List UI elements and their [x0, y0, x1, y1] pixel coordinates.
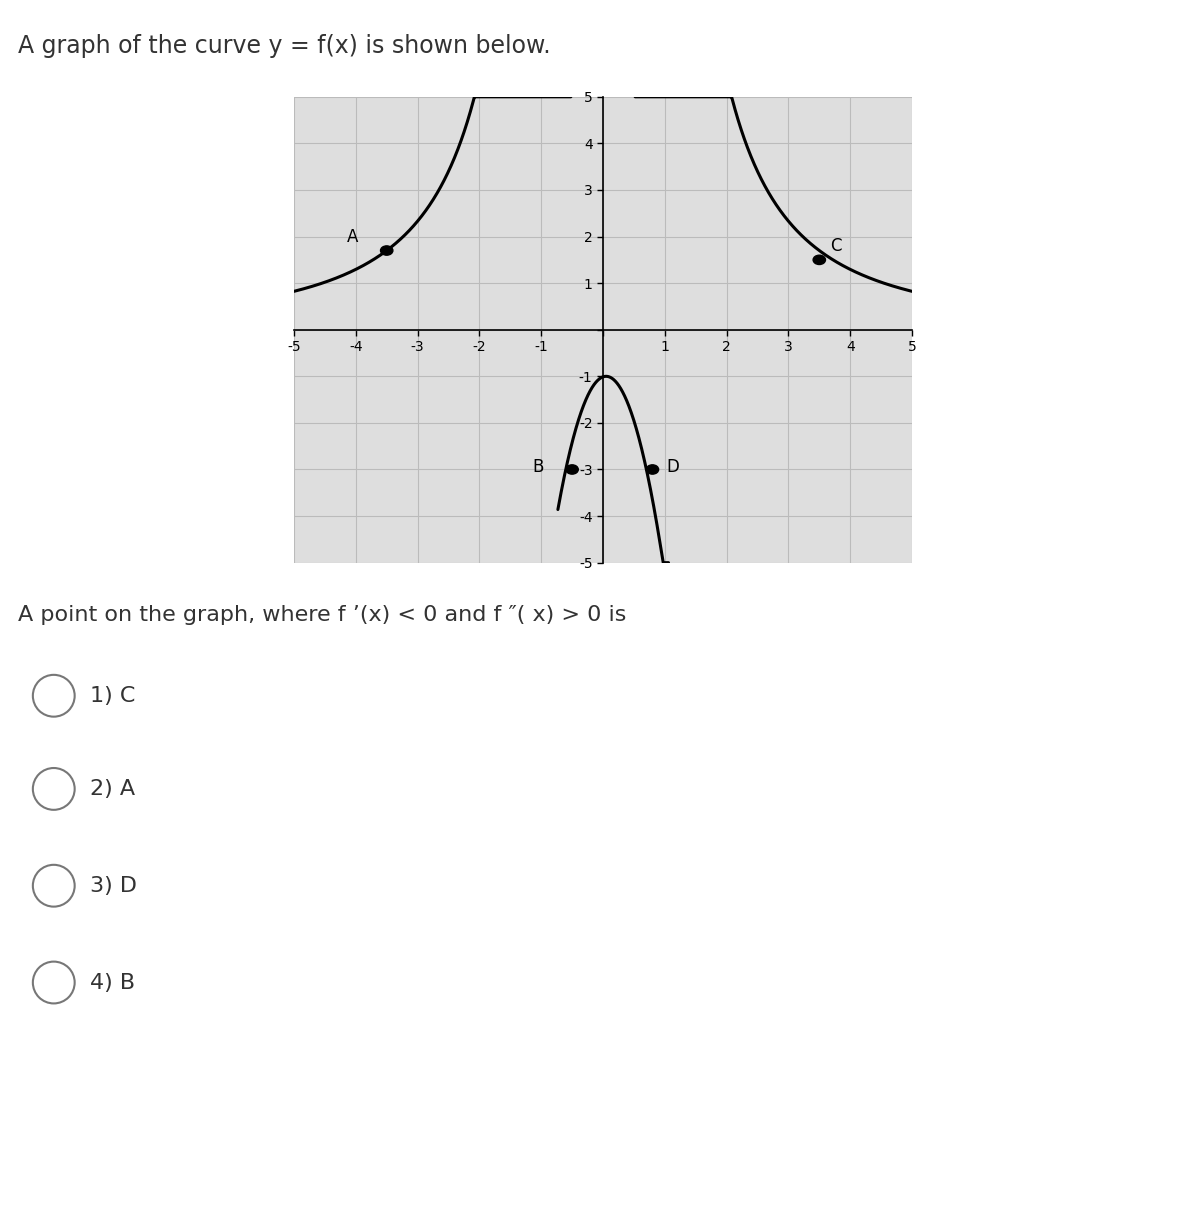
Circle shape	[380, 246, 392, 255]
Text: C: C	[830, 237, 842, 255]
Text: B: B	[532, 457, 544, 476]
Text: 3) D: 3) D	[90, 876, 137, 895]
Text: A: A	[347, 229, 358, 246]
Text: D: D	[666, 457, 679, 476]
Circle shape	[647, 465, 659, 474]
Text: 2) A: 2) A	[90, 779, 136, 799]
Text: 4) B: 4) B	[90, 973, 136, 992]
Text: A point on the graph, where f ’(x) < 0 and f ″( x) > 0 is: A point on the graph, where f ’(x) < 0 a…	[18, 605, 626, 626]
Text: 1) C: 1) C	[90, 686, 136, 705]
Circle shape	[566, 465, 578, 474]
Circle shape	[814, 255, 826, 265]
Text: A graph of the curve y = f(x) is shown below.: A graph of the curve y = f(x) is shown b…	[18, 34, 551, 58]
